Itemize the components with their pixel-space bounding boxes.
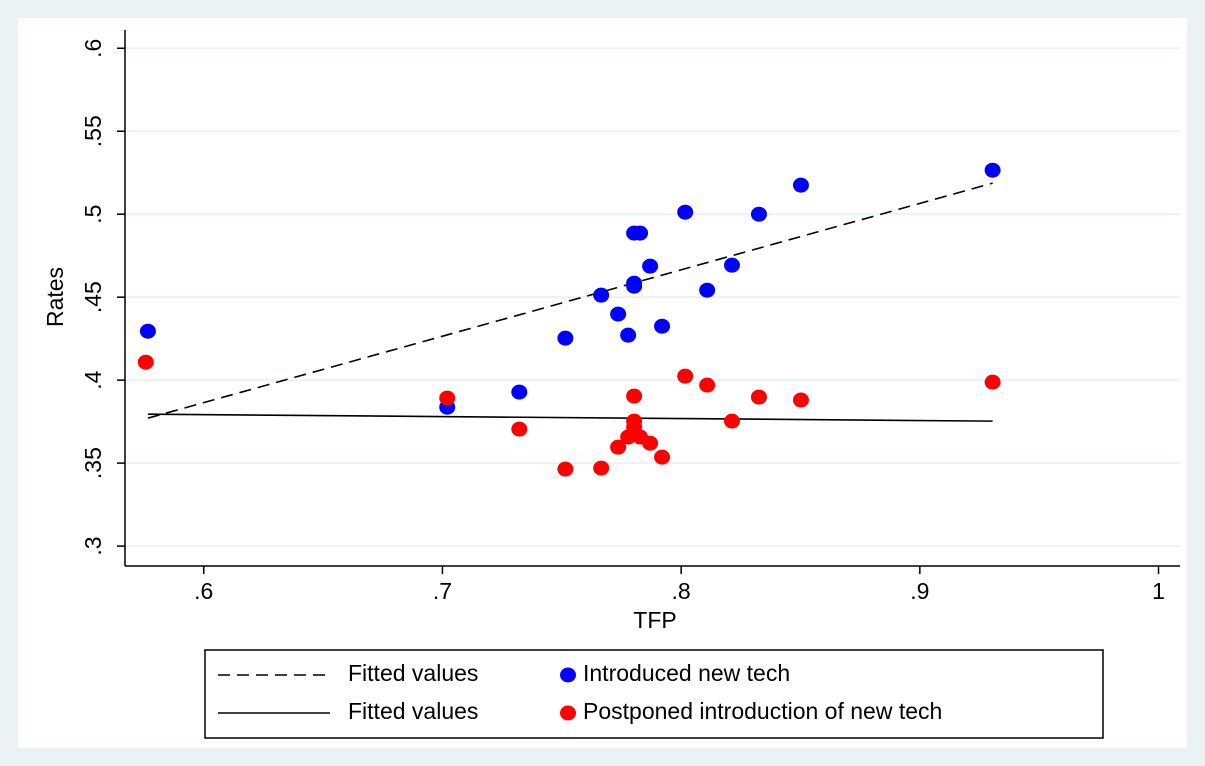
x-tick-label: .9 bbox=[910, 578, 929, 604]
scatter-point bbox=[626, 388, 643, 404]
scatter-point bbox=[557, 330, 574, 346]
scatter-point bbox=[593, 287, 610, 303]
scatter-point bbox=[632, 225, 649, 241]
y-tick-label: .5 bbox=[80, 205, 106, 224]
scatter-point bbox=[699, 377, 716, 393]
y-axis-label: Rates bbox=[42, 267, 68, 327]
y-tick-label: .6 bbox=[80, 39, 106, 58]
scatter-point bbox=[439, 390, 456, 406]
scatter-point bbox=[984, 374, 1001, 390]
scatter-point bbox=[677, 368, 694, 384]
legend-label: Postponed introduction of new tech bbox=[583, 698, 942, 724]
legend-key bbox=[560, 667, 576, 683]
scatter-point bbox=[723, 413, 740, 429]
scatter-point bbox=[750, 389, 767, 405]
x-tick-label: .8 bbox=[672, 578, 691, 604]
scatter-point bbox=[593, 460, 610, 476]
plot-region bbox=[18, 18, 1187, 748]
scatter-point bbox=[792, 177, 809, 193]
fit-line bbox=[147, 413, 993, 422]
scatter-point bbox=[654, 449, 671, 465]
scatter-point bbox=[626, 278, 643, 294]
scatter-point bbox=[642, 435, 659, 451]
x-tick-label: .6 bbox=[194, 578, 213, 604]
legend-key bbox=[560, 705, 576, 721]
scatter-point bbox=[557, 461, 574, 477]
y-tick-label: .3 bbox=[80, 536, 106, 555]
scatter-point bbox=[139, 323, 156, 339]
legend-label: Fitted values bbox=[348, 698, 478, 724]
x-tick-label: .7 bbox=[433, 578, 452, 604]
legend-box bbox=[204, 649, 1104, 739]
scatter-point bbox=[677, 204, 694, 220]
scatter-point bbox=[699, 282, 716, 298]
scatter-point bbox=[610, 306, 627, 322]
scatter-point bbox=[642, 258, 659, 274]
scatter-point bbox=[620, 327, 637, 343]
x-axis-label: TFP bbox=[633, 607, 676, 633]
legend-label: Fitted values bbox=[348, 660, 478, 686]
y-tick-label: .35 bbox=[80, 447, 106, 479]
y-tick-label: .55 bbox=[80, 115, 106, 147]
y-tick-label: .4 bbox=[80, 370, 106, 389]
y-tick-label: .45 bbox=[80, 281, 106, 313]
scatter-point bbox=[654, 318, 671, 334]
scatter-point bbox=[984, 162, 1001, 178]
scatter-point bbox=[723, 257, 740, 273]
scatter-point bbox=[610, 439, 627, 455]
scatter-point bbox=[511, 384, 528, 400]
scatter-point bbox=[792, 392, 809, 408]
scatter-point bbox=[511, 421, 528, 437]
scatter-point bbox=[137, 354, 154, 370]
scatter-point bbox=[750, 206, 767, 222]
legend-label: Introduced new tech bbox=[583, 660, 790, 686]
fit-line bbox=[147, 182, 993, 419]
x-tick-label: 1 bbox=[1152, 578, 1165, 604]
